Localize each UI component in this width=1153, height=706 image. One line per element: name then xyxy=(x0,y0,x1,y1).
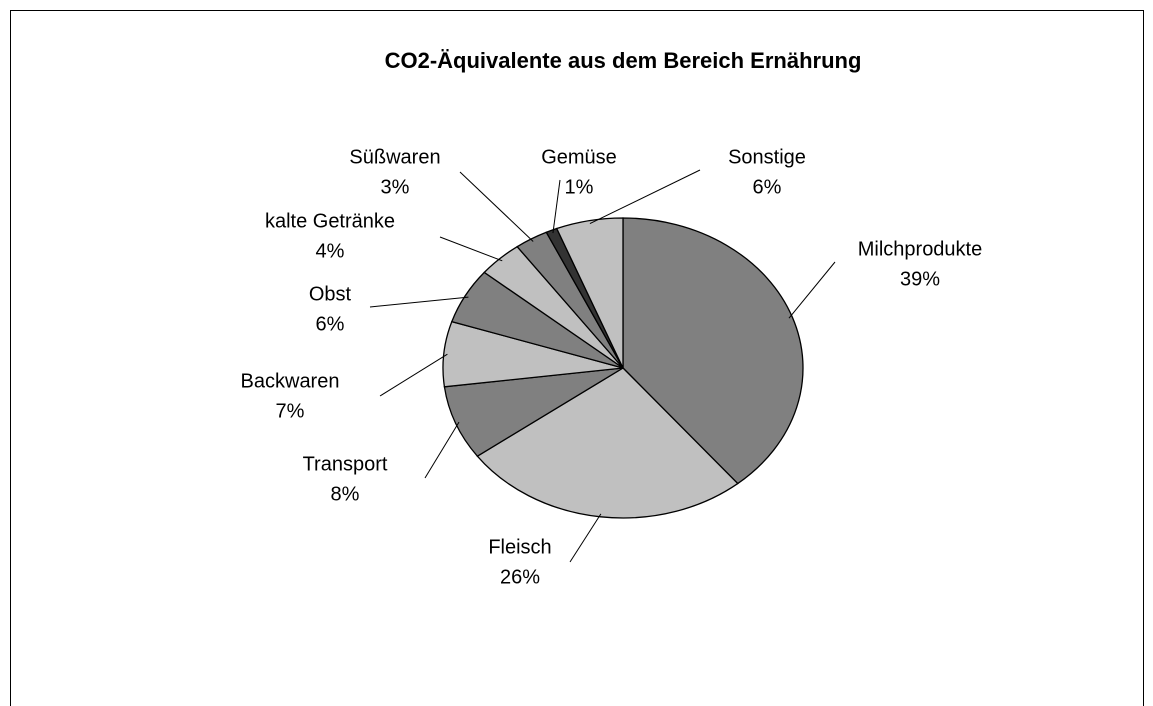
slice-label: Fleisch xyxy=(488,536,551,558)
slice-label: Milchprodukte xyxy=(858,238,983,260)
slice-value-label: 39% xyxy=(900,268,940,290)
slice-label: kalte Getränke xyxy=(265,210,395,232)
leader-line xyxy=(569,513,602,563)
leader-line xyxy=(379,353,448,397)
slice-label: Gemüse xyxy=(541,146,617,168)
pie-slice xyxy=(443,367,624,458)
slice-label: Backwaren xyxy=(241,370,340,392)
slice-value-label: 7% xyxy=(276,400,305,422)
slice-value-label: 8% xyxy=(331,483,360,505)
slice-label: Sonstige xyxy=(728,146,806,168)
slice-value-label: 4% xyxy=(316,240,345,262)
slice-value-label: 6% xyxy=(753,176,782,198)
pie-slice xyxy=(622,217,804,485)
leader-line xyxy=(439,236,503,262)
slice-value-label: 3% xyxy=(381,176,410,198)
leader-line xyxy=(589,169,701,225)
frame xyxy=(10,10,1144,706)
pie-slice xyxy=(476,367,739,519)
slice-label: Transport xyxy=(303,453,388,475)
leader-line xyxy=(459,171,534,242)
leader-line xyxy=(424,421,460,479)
slice-value-label: 26% xyxy=(500,566,540,588)
leader-line xyxy=(788,261,836,319)
leader-line xyxy=(552,179,561,234)
leader-line xyxy=(369,296,469,308)
slice-value-label: 6% xyxy=(316,313,345,335)
slice-value-label: 1% xyxy=(565,176,594,198)
chart-title: CO2-Äquivalente aus dem Bereich Ernährun… xyxy=(385,48,862,73)
pie-slice xyxy=(555,217,624,369)
slice-label: Obst xyxy=(309,283,352,305)
slice-label: Süßwaren xyxy=(349,146,440,168)
